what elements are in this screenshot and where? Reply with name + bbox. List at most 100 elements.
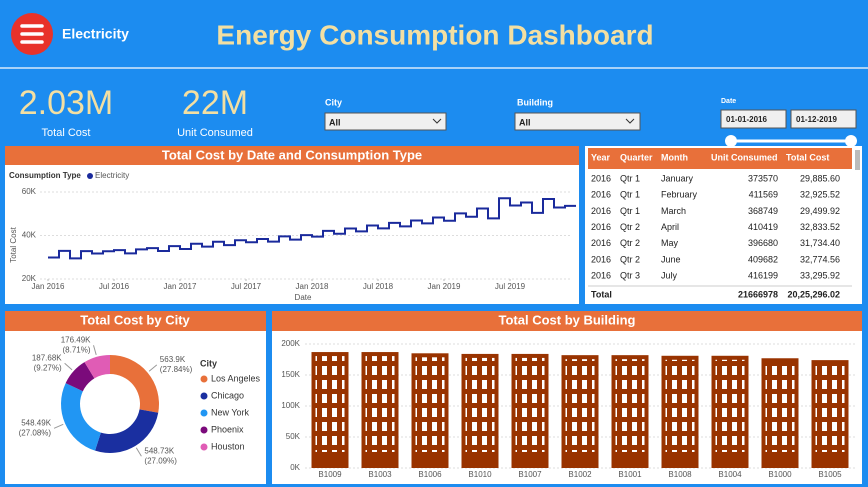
x-tick-label: Jul 2016 — [99, 282, 130, 291]
legend-marker — [200, 375, 208, 383]
filter-label: Building — [517, 97, 553, 107]
table-cell: Qtr 2 — [620, 238, 640, 248]
leader-line — [148, 364, 158, 372]
filter-label: Date — [721, 98, 736, 105]
table-cell: 31,734.40 — [800, 238, 840, 248]
data-label: 187.68K — [32, 353, 62, 362]
slider-handle[interactable] — [845, 135, 857, 147]
dropdown-value: All — [329, 117, 341, 127]
scrollbar[interactable] — [855, 150, 860, 170]
menu-label: Electricity — [62, 26, 129, 42]
table-cell: 416199 — [748, 271, 778, 281]
data-label: 176.49K — [61, 335, 91, 344]
donut-slice — [110, 355, 160, 413]
y-tick-label: 20K — [22, 274, 37, 283]
slider-handle[interactable] — [725, 135, 737, 147]
panel — [5, 311, 266, 484]
legend-title: Consumption Type — [9, 171, 81, 180]
y-tick-label: 100K — [281, 401, 300, 410]
table-cell: 409682 — [748, 254, 778, 264]
panel-header — [5, 311, 266, 331]
x-tick-label: B1001 — [618, 470, 642, 479]
leader-line — [53, 423, 64, 429]
kpi-value: 22M — [182, 84, 248, 122]
table-cell: 2016 — [591, 222, 611, 232]
table-cell: 373570 — [748, 173, 778, 183]
x-tick-label: Jul 2018 — [363, 282, 394, 291]
x-tick-label: Jan 2019 — [428, 282, 461, 291]
chart-title: Total Cost by City — [80, 312, 190, 327]
table-cell: January — [661, 173, 694, 183]
x-tick-label: B1002 — [568, 470, 592, 479]
building-windows — [465, 357, 495, 452]
chevron — [432, 118, 442, 124]
legend-label: New York — [211, 407, 250, 417]
y-tick-label: 40K — [22, 231, 37, 240]
data-label: 563.9K — [160, 355, 186, 364]
data-label: 548.73K — [144, 446, 174, 455]
building-windows — [365, 356, 395, 452]
x-tick-label: B1000 — [768, 470, 792, 479]
legend-label: Chicago — [211, 390, 244, 400]
leader-line — [64, 362, 73, 371]
leader-line — [93, 345, 97, 356]
table-cell: 2016 — [591, 254, 611, 264]
y-axis-label: Total Cost — [9, 226, 18, 262]
table-total: 20,25,296.02 — [787, 289, 840, 299]
x-tick-label: B1006 — [418, 470, 442, 479]
column-header: Quarter — [620, 152, 653, 162]
building-windows — [765, 362, 795, 452]
data-label: (27.09%) — [144, 456, 177, 465]
x-tick-label: B1004 — [718, 470, 742, 479]
donut-slice — [84, 355, 110, 379]
data-label: (8.71%) — [62, 345, 90, 354]
table-cell: 2016 — [591, 271, 611, 281]
column-header: Unit Consumed — [711, 152, 778, 162]
column-header: Total Cost — [786, 152, 829, 162]
table-cell: April — [661, 222, 679, 232]
kpi-value: 2.03M — [19, 84, 114, 122]
chevron — [625, 118, 635, 124]
building-windows — [565, 359, 595, 452]
data-label: (9.27%) — [34, 363, 62, 372]
building-windows — [815, 364, 845, 452]
building-windows — [615, 359, 645, 452]
date-end[interactable] — [790, 109, 857, 129]
data-label: (27.84%) — [160, 365, 193, 374]
table-cell: Qtr 2 — [620, 254, 640, 264]
table-cell: 2016 — [591, 190, 611, 200]
table-cell: 29,885.60 — [800, 173, 840, 183]
dashboard-title: Energy Consumption Dashboard — [216, 19, 653, 50]
y-tick-label: 60K — [22, 187, 37, 196]
chart-title: Total Cost by Building — [499, 312, 636, 327]
leader-line — [135, 447, 142, 457]
table-header — [588, 148, 852, 169]
table-cell: 368749 — [748, 206, 778, 216]
y-tick-label: 150K — [281, 370, 300, 379]
data-label: (27.08%) — [19, 428, 52, 437]
table-cell: 29,499.92 — [800, 206, 840, 216]
legend-label: Houston — [211, 441, 245, 451]
legend-label: Phoenix — [211, 424, 244, 434]
data-label: 548.49K — [21, 418, 51, 427]
x-tick-label: Jan 2017 — [164, 282, 197, 291]
date-value: 01-12-2019 — [796, 115, 837, 124]
panel — [585, 146, 862, 304]
table-cell: Qtr 2 — [620, 222, 640, 232]
table-cell: Qtr 3 — [620, 271, 640, 281]
donut-slice — [61, 383, 101, 451]
city-dropdown[interactable] — [324, 112, 447, 131]
table-cell: Qtr 1 — [620, 190, 640, 200]
table-cell: 2016 — [591, 173, 611, 183]
table-cell: 33,295.92 — [800, 271, 840, 281]
x-tick-label: B1008 — [668, 470, 692, 479]
building-windows — [315, 356, 345, 452]
x-tick-label: Jul 2019 — [495, 282, 526, 291]
donut-slice — [95, 409, 159, 453]
date-start[interactable] — [720, 109, 787, 129]
x-axis-label: Date — [295, 293, 312, 302]
building-dropdown[interactable] — [514, 112, 641, 131]
x-tick-label: B1007 — [518, 470, 542, 479]
table-cell: 411569 — [749, 190, 778, 200]
